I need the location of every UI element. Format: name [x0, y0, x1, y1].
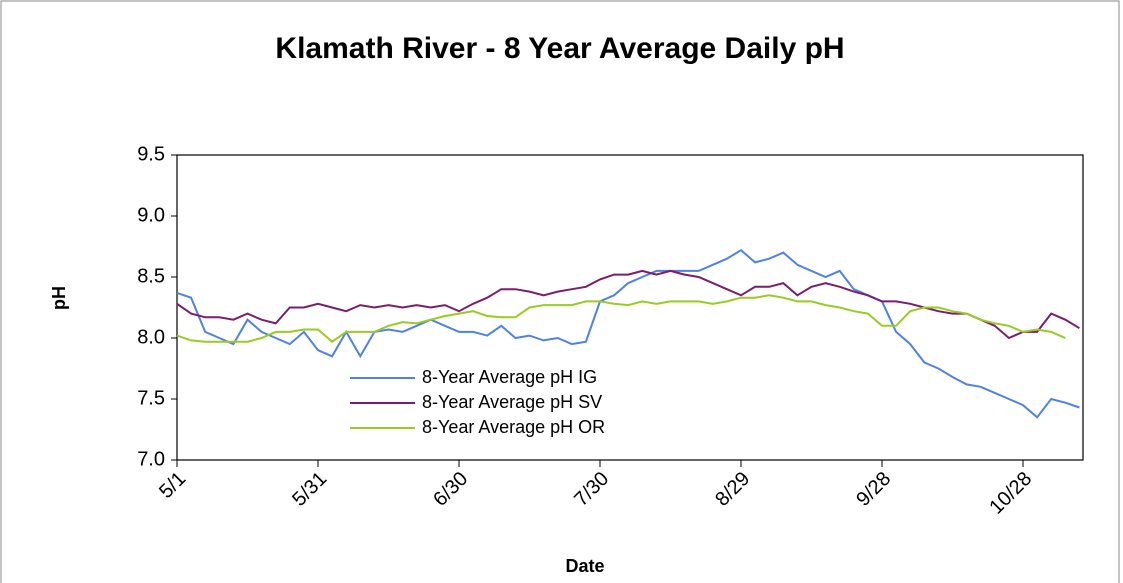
y-tick-label: 8.5: [137, 265, 165, 287]
legend-label: 8-Year Average pH IG: [422, 367, 597, 387]
x-axis-title: Date: [565, 556, 604, 576]
legend-label: 8-Year Average pH OR: [422, 417, 605, 437]
y-tick-label: 7.0: [137, 448, 165, 470]
series-line: [176, 294, 1066, 343]
y-tick-label: 8.0: [137, 326, 165, 348]
y-tick-label: 9.5: [137, 143, 165, 165]
y-axis-title: pH: [49, 286, 69, 310]
series-line: [176, 269, 1080, 340]
y-tick-label: 7.5: [137, 387, 165, 409]
legend-label: 8-Year Average pH SV: [422, 392, 602, 412]
series-line: [176, 248, 1080, 419]
chart-title: Klamath River - 8 Year Average Daily pH: [275, 32, 844, 65]
y-tick-label: 9.0: [137, 204, 165, 226]
plot-area: [176, 154, 1084, 461]
